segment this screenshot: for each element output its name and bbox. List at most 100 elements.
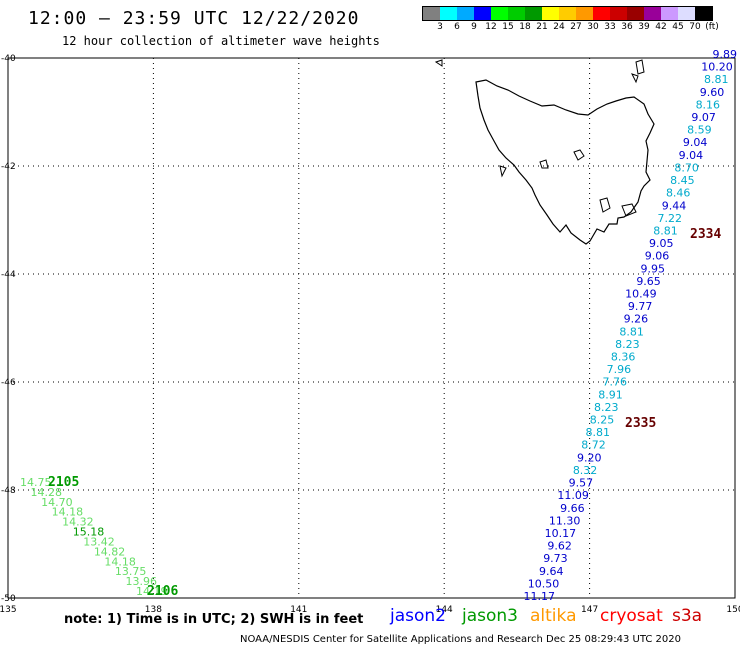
wave-height-value: 9.65 xyxy=(636,275,661,288)
wave-height-value: 8.91 xyxy=(598,388,623,401)
legend-swatch xyxy=(440,7,457,20)
legend-swatch xyxy=(644,7,661,20)
wave-height-color-legend xyxy=(422,6,713,21)
wave-height-value: 9.66 xyxy=(560,502,585,515)
track-a-values: 9.8910.208.819.608.169.078.599.049.048.7… xyxy=(524,48,738,603)
island-4 xyxy=(621,203,637,217)
wave-height-value: 11.17 xyxy=(524,590,556,603)
wave-height-value: 14.28 xyxy=(31,486,63,499)
wave-height-value: 8.25 xyxy=(590,414,615,427)
wave-height-value: 9.64 xyxy=(539,565,564,578)
wave-height-value: 8.32 xyxy=(573,464,598,477)
legend-label: 6 xyxy=(454,22,460,32)
tasmania-coastline xyxy=(434,59,655,245)
lon-label: 141 xyxy=(290,605,307,615)
legend-label: 33 xyxy=(604,22,616,32)
legend-label: 24 xyxy=(553,22,565,32)
wave-height-value: 8.36 xyxy=(611,351,636,364)
time-label: 2105 xyxy=(48,475,79,490)
wave-height-value: 13.42 xyxy=(83,535,115,548)
track-time-labels: 2334 2335 2105 2106 xyxy=(48,227,721,599)
wave-height-value: 9.95 xyxy=(641,262,666,275)
legend-label: 3 xyxy=(437,22,443,32)
wave-height-value: 9.57 xyxy=(569,477,594,490)
island-3 xyxy=(599,197,611,213)
wave-height-value: 8.16 xyxy=(696,98,721,111)
wave-height-value: 9.89 xyxy=(713,48,738,61)
wave-height-value: 9.07 xyxy=(691,111,716,124)
satellite-name-s3a: s3a xyxy=(672,606,703,626)
wave-height-value: 9.73 xyxy=(543,552,568,565)
wave-height-value: 10.17 xyxy=(545,527,577,540)
lon-label: 150 xyxy=(726,605,740,615)
wave-height-value: 8.23 xyxy=(594,401,619,414)
time-label: 2335 xyxy=(625,416,656,431)
wave-height-value: 10.20 xyxy=(701,61,733,74)
wave-height-value: 8.72 xyxy=(581,439,606,452)
lat-label: -42 xyxy=(1,162,16,172)
legend-label: 9 xyxy=(471,22,477,32)
legend-label: 42 xyxy=(655,22,667,32)
wave-height-value: 7.96 xyxy=(607,363,632,376)
wave-height-value: 14.82 xyxy=(94,545,126,558)
legend-label: 12 xyxy=(485,22,497,32)
legend-swatch xyxy=(695,7,712,20)
credit-text: NOAA/NESDIS Center for Satellite Applica… xyxy=(240,634,682,645)
satellite-name-cryosat: cryosat xyxy=(600,606,663,626)
wave-height-value: 9.44 xyxy=(662,199,687,212)
tasmania-outline xyxy=(475,79,655,245)
wave-height-value: 14.18 xyxy=(104,555,136,568)
legend-swatch xyxy=(508,7,525,20)
lon-label: 135 xyxy=(0,605,17,615)
lon-label: 144 xyxy=(436,605,453,615)
wave-height-value: 8.59 xyxy=(687,124,712,137)
wave-height-value: 9.06 xyxy=(645,250,670,263)
legend-label: 18 xyxy=(519,22,531,32)
wave-height-value: 14.75 xyxy=(20,476,52,489)
satellite-name-altika: altika xyxy=(530,606,577,626)
wave-height-value: 14.19 xyxy=(136,585,168,598)
lat-label: -48 xyxy=(1,486,16,496)
island-6 xyxy=(631,73,639,84)
wave-height-value: 13.96 xyxy=(125,575,157,588)
lat-label: -50 xyxy=(1,594,16,604)
wave-height-value: 15.18 xyxy=(73,526,105,539)
legend-swatch xyxy=(576,7,593,20)
wave-height-value: 14.70 xyxy=(41,496,73,509)
legend-label: 21 xyxy=(536,22,548,32)
wave-height-value: 8.81 xyxy=(586,426,611,439)
legend-swatch xyxy=(559,7,576,20)
legend-swatch xyxy=(627,7,644,20)
wave-height-value: 9.26 xyxy=(624,313,649,326)
satellite-name-jason2: jason2 xyxy=(390,606,446,626)
wave-height-value: 9.60 xyxy=(700,86,725,99)
wave-height-value: 8.23 xyxy=(615,338,640,351)
wave-height-value: 8.46 xyxy=(666,187,691,200)
legend-swatch xyxy=(457,7,474,20)
legend-label: 45 xyxy=(672,22,684,32)
lat-lon-grid xyxy=(7,57,736,599)
legend-swatch xyxy=(661,7,678,20)
wave-height-value: 14.32 xyxy=(62,516,94,529)
note-text: note: 1) Time is in UTC; 2) SWH is in fe… xyxy=(64,612,364,627)
wave-height-value: 8.81 xyxy=(653,224,678,237)
legend-swatch xyxy=(593,7,610,20)
legend-label: (ft) xyxy=(705,22,719,32)
wave-height-value: 13.75 xyxy=(115,565,147,578)
wave-height-value: 9.20 xyxy=(577,451,602,464)
legend-label: 39 xyxy=(638,22,650,32)
legend-label: 36 xyxy=(621,22,633,32)
legend-label: 15 xyxy=(502,22,514,32)
legend-label: 30 xyxy=(587,22,599,32)
map-subtitle: 12 hour collection of altimeter wave hei… xyxy=(62,34,380,48)
time-label: 2334 xyxy=(690,227,721,242)
wave-height-value: 7.22 xyxy=(657,212,682,225)
legend-swatch xyxy=(678,7,695,20)
legend-swatch xyxy=(610,7,627,20)
lon-label: 138 xyxy=(145,605,162,615)
legend-swatch xyxy=(542,7,559,20)
wave-height-value: 11.30 xyxy=(549,514,581,527)
wave-height-value: 7.76 xyxy=(602,376,627,389)
